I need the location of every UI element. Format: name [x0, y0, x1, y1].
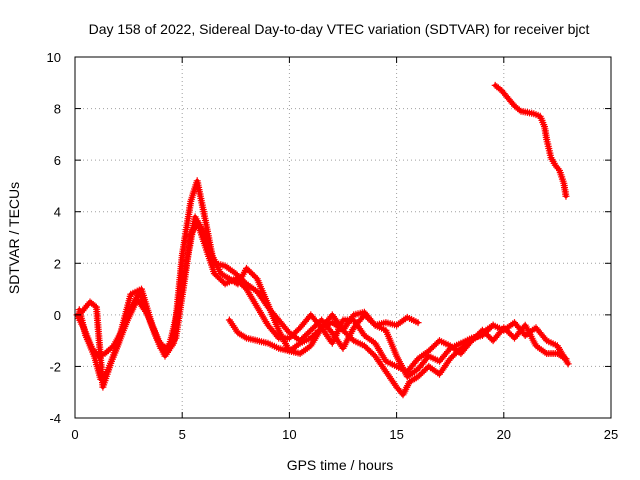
data-point — [485, 326, 492, 334]
data-point — [426, 346, 434, 353]
grid — [75, 57, 611, 418]
data-point — [249, 270, 257, 278]
data-point — [431, 341, 439, 349]
y-tick-label: -2 — [49, 359, 61, 374]
axis-ticks: 0 5 10 15 20 25 -4 -2 0 2 4 6 8 10 — [47, 50, 619, 442]
data-point — [417, 370, 425, 378]
series-line — [493, 83, 568, 199]
data-point — [304, 329, 312, 337]
data-point — [364, 345, 371, 353]
y-tick-label: 2 — [54, 256, 61, 271]
data-point — [103, 348, 111, 356]
data-point — [562, 192, 570, 200]
data-point — [359, 330, 367, 338]
y-tick-label: 4 — [54, 205, 61, 220]
y-axis-label: SDTVAR / TECUs — [6, 182, 22, 294]
x-tick-label: 15 — [389, 427, 403, 442]
chart-title: Day 158 of 2022, Sidereal Day-to-day VTE… — [89, 21, 590, 37]
data-series — [73, 81, 572, 399]
data-point — [213, 273, 221, 280]
y-tick-label: 10 — [47, 50, 61, 65]
data-point — [310, 323, 318, 331]
data-point — [414, 319, 422, 327]
data-point — [313, 328, 321, 336]
data-point — [215, 274, 223, 282]
series-track-d — [225, 308, 422, 355]
y-tick-label: 8 — [54, 102, 61, 117]
x-axis-label: GPS time / hours — [287, 457, 394, 473]
series-track-b — [75, 218, 570, 383]
x-tick-label: 10 — [282, 427, 296, 442]
data-point — [236, 274, 244, 282]
data-point — [515, 106, 523, 114]
y-tick-label: 6 — [54, 153, 61, 168]
data-point — [307, 334, 315, 342]
data-point — [308, 333, 316, 341]
data-point — [564, 360, 572, 368]
data-point — [243, 264, 250, 272]
data-point — [478, 332, 486, 339]
data-point — [244, 266, 252, 274]
data-point — [316, 325, 324, 333]
data-point — [506, 330, 514, 338]
data-point — [416, 371, 424, 379]
x-tick-label: 25 — [604, 427, 618, 442]
x-tick-label: 0 — [71, 427, 78, 442]
x-tick-label: 20 — [497, 427, 511, 442]
data-point — [432, 340, 440, 348]
data-point — [422, 365, 430, 373]
plot-frame — [74, 56, 612, 419]
series-line — [79, 214, 571, 390]
y-tick-label: 0 — [54, 308, 61, 323]
data-point — [250, 272, 258, 280]
data-point — [446, 355, 454, 363]
data-point — [365, 346, 373, 354]
data-point — [485, 332, 492, 340]
data-point — [308, 325, 316, 333]
data-point — [235, 273, 243, 280]
data-point — [241, 333, 249, 341]
series-track-c — [77, 213, 572, 391]
series-line — [77, 220, 568, 382]
data-point — [483, 327, 491, 335]
x-tick-label: 5 — [179, 427, 186, 442]
series-track-e — [491, 81, 570, 200]
data-point — [273, 333, 281, 340]
y-tick-label: -4 — [49, 411, 61, 426]
